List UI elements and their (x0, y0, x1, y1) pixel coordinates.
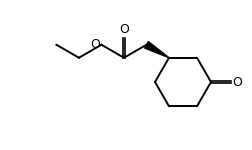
Text: O: O (90, 38, 101, 51)
Text: O: O (119, 23, 129, 36)
Polygon shape (145, 41, 169, 58)
Text: O: O (233, 75, 242, 88)
